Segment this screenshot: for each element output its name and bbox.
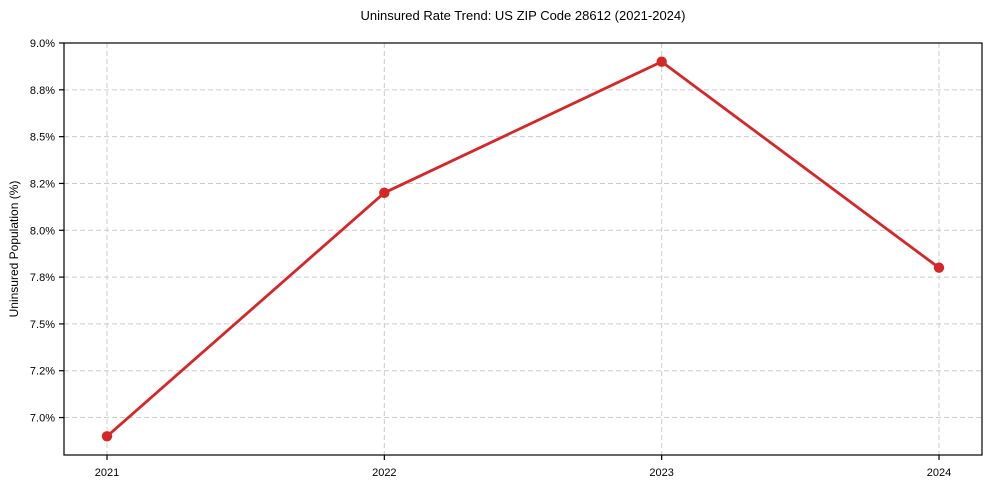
y-tick-label: 8.8%	[30, 85, 55, 97]
chart-title: Uninsured Rate Trend: US ZIP Code 28612 …	[360, 8, 686, 23]
y-tick-label: 8.5%	[30, 132, 55, 144]
data-point	[656, 56, 667, 67]
y-tick-label: 7.8%	[30, 272, 55, 284]
x-tick-label: 2022	[372, 467, 396, 479]
x-tick-label: 2021	[95, 467, 119, 479]
data-point	[933, 262, 945, 273]
data-point	[379, 187, 390, 199]
trend-line	[105, 60, 941, 438]
x-tick-label: 2023	[649, 467, 673, 479]
y-axis-label: Uninsured Population (%)	[7, 180, 21, 318]
y-tick-label: 7.5%	[30, 319, 55, 331]
y-tick-label: 9.0%	[30, 38, 55, 50]
plot-border	[63, 42, 983, 456]
y-tick-label: 8.2%	[30, 178, 55, 190]
y-tick-label: 7.0%	[30, 413, 55, 425]
x-tick-label: 2024	[927, 467, 951, 479]
y-tick-label: 8.0%	[30, 225, 55, 237]
y-tick-label: 7.2%	[30, 366, 55, 378]
data-point	[101, 431, 113, 442]
